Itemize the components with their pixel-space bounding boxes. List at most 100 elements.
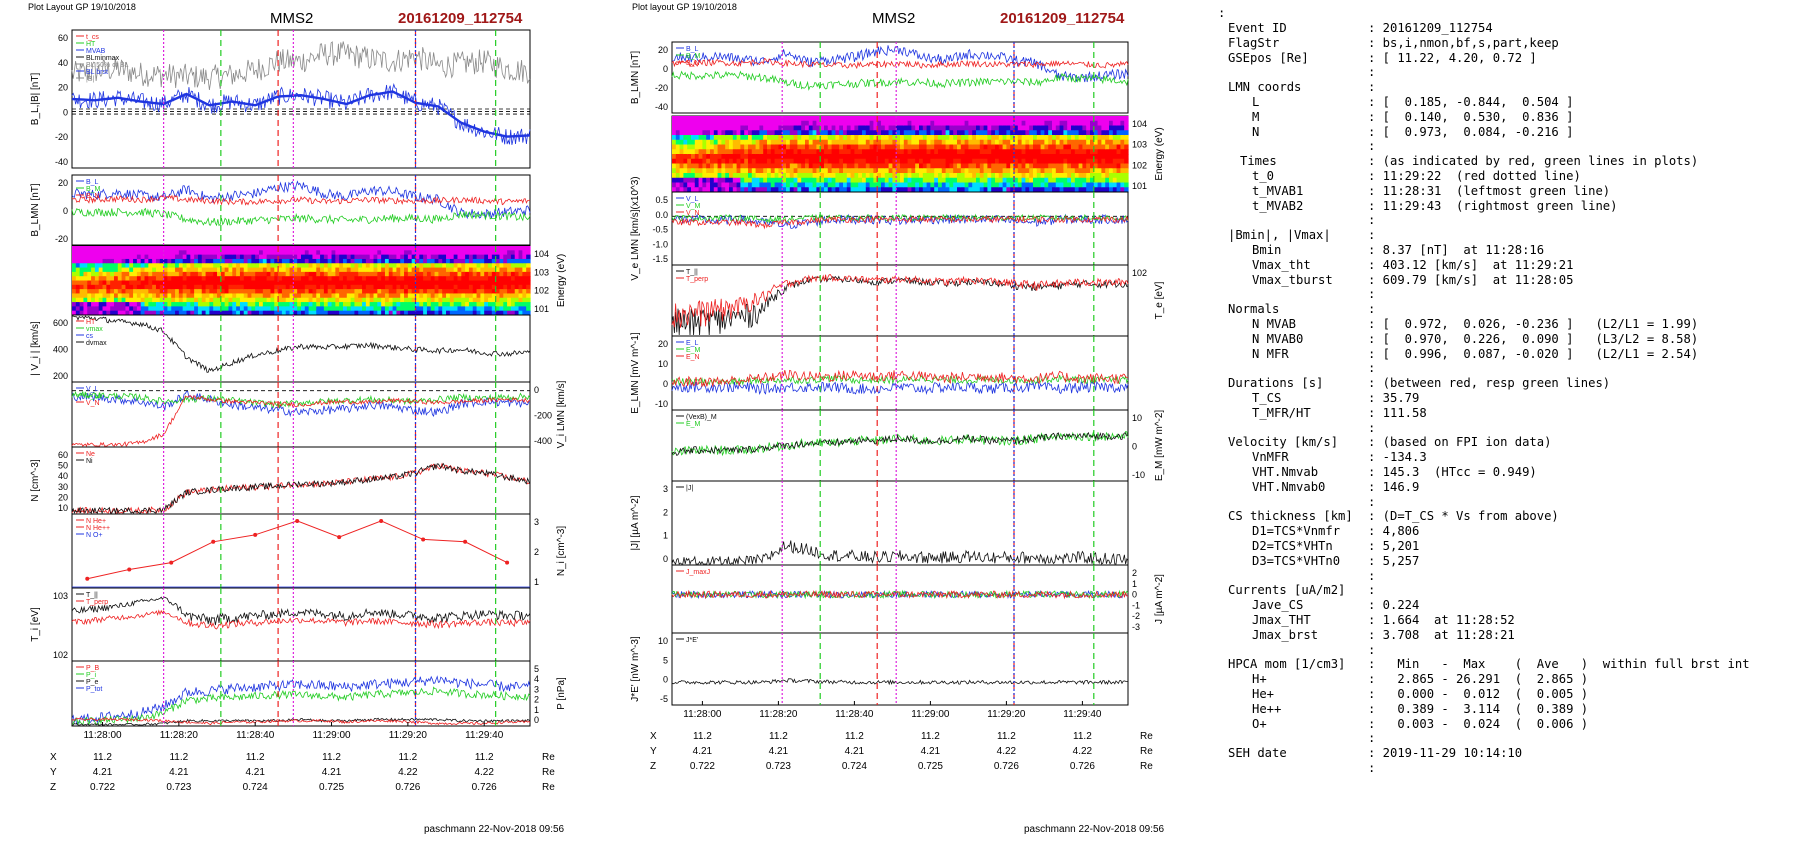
left-spectrogram-cell xyxy=(323,258,329,264)
right-spectrogram-cell xyxy=(751,187,757,193)
right-spectrogram-cell xyxy=(957,158,962,165)
left-spectrogram-cell xyxy=(388,271,394,277)
left-spectrogram-cell xyxy=(186,246,191,251)
right-spectrogram-cell xyxy=(1109,163,1114,169)
right-spectrogram-cell xyxy=(900,187,905,193)
left-spectrogram-cell xyxy=(426,263,432,269)
right-spectrogram-cell xyxy=(945,149,950,155)
right-spectrogram-cell xyxy=(1044,173,1049,179)
info-table-key: D3=TCS*VHTn0 xyxy=(1252,553,1341,568)
left-spectrogram-cell xyxy=(381,297,386,303)
left-spectrogram-cell xyxy=(484,293,489,299)
left-spectrogram-cell xyxy=(98,250,104,256)
right-spectrogram-cell xyxy=(778,149,783,155)
left-spectrogram-cell xyxy=(266,267,272,273)
right-spectrogram-cell xyxy=(729,149,734,155)
left-spectrogram-cell xyxy=(129,306,134,312)
left-xtick-label: 11:28:00 xyxy=(83,730,122,741)
left-spectrogram-cell xyxy=(522,263,527,269)
right-spectrogram-cell xyxy=(820,120,825,127)
left-spectrogram-cell xyxy=(228,250,233,256)
right-series-jm xyxy=(671,589,1129,600)
right-spectrogram-cell xyxy=(1109,144,1114,150)
right-spectrogram-cell xyxy=(1078,187,1083,193)
right-spectrogram-cell xyxy=(1074,139,1080,146)
left-spectrogram-cell xyxy=(480,284,485,290)
right-spectrogram-cell xyxy=(683,120,688,127)
left-spectrogram-cell xyxy=(91,246,96,251)
left-spectrogram-cell xyxy=(186,263,191,269)
right-spectrogram-cell xyxy=(1071,163,1076,169)
right-spectrogram-cell xyxy=(1052,139,1057,146)
left-spectrogram-cell xyxy=(472,302,478,307)
left-spectrogram-cell xyxy=(91,297,96,303)
right-spectrogram-cell xyxy=(1067,139,1072,146)
right-spectrogram-cell xyxy=(713,158,719,165)
left-spectrogram-cell xyxy=(522,267,527,273)
left-spectrogram-cell xyxy=(339,250,344,256)
left-spectrogram-cell xyxy=(362,284,367,290)
left-spectrogram-cell xyxy=(369,263,375,269)
right-spectrogram-cell xyxy=(991,125,996,131)
right-spectrogram-cell xyxy=(1097,173,1102,179)
right-spectrogram-cell xyxy=(934,187,939,193)
left-spectrogram-cell xyxy=(194,297,199,303)
right-spectrogram-cell xyxy=(820,168,825,174)
left-spectrogram-cell xyxy=(159,293,165,299)
right-spectrogram-cell xyxy=(1006,125,1011,131)
left-spectrogram-cell xyxy=(507,263,512,269)
left-spectrogram-cell xyxy=(503,297,508,303)
right-spectrogram-cell xyxy=(850,120,855,127)
right-spectrogram-cell xyxy=(824,177,829,184)
right-spectrogram-cell xyxy=(1105,135,1110,141)
left-spectrogram-cell xyxy=(110,310,115,316)
right-spectrogram-cell xyxy=(778,135,783,141)
left-spectrogram-cell xyxy=(175,276,180,282)
right-spectrogram-cell xyxy=(725,125,730,131)
right-ytick-label: -20 xyxy=(655,83,668,93)
left-spectrogram-cell xyxy=(83,310,88,316)
left-spectrogram-cell xyxy=(407,250,413,256)
right-spectrogram-cell xyxy=(1101,149,1106,155)
right-spectrogram-cell xyxy=(816,120,821,127)
info-table-key: Normals xyxy=(1228,302,1280,317)
right-spectrogram-cell xyxy=(1090,135,1095,141)
right-spectrogram-cell xyxy=(744,116,749,122)
right-spectrogram-cell xyxy=(755,139,760,146)
left-spectrogram-cell xyxy=(152,306,157,312)
left-spectrogram-cell xyxy=(488,271,493,277)
left-spectrogram-cell xyxy=(407,310,413,316)
right-spectrogram-cell xyxy=(850,168,855,174)
right-spectrogram-cell xyxy=(1029,125,1034,131)
right-spectrogram-cell xyxy=(919,120,924,127)
right-spectrogram-cell xyxy=(797,154,802,160)
left-spectrogram-cell xyxy=(365,284,371,290)
right-ylabel: V_e LMN [km/s](x10^3) xyxy=(630,176,641,280)
left-spectrogram-cell xyxy=(312,284,317,290)
left-spectrogram-cell xyxy=(125,297,130,303)
left-spectrogram-cell xyxy=(106,280,111,286)
right-spectrogram-cell xyxy=(1086,130,1091,136)
right-series-t xyxy=(671,275,1129,336)
left-spectrogram-cell xyxy=(312,254,317,260)
right-spectrogram-cell xyxy=(1124,139,1129,146)
left-spectrogram-cell xyxy=(259,263,264,269)
right-spectrogram-cell xyxy=(786,163,791,169)
left-spectrogram-cell xyxy=(312,289,317,295)
left-legend-label: P_tot xyxy=(86,686,102,693)
right-spectrogram-cell xyxy=(740,163,745,169)
left-spectrogram-cell xyxy=(495,258,501,264)
left-spectrogram-cell xyxy=(194,306,199,312)
left-spectrogram-cell xyxy=(323,267,329,273)
left-spectrogram-cell xyxy=(484,263,489,269)
right-spectrogram-cell xyxy=(1055,116,1061,122)
right-spectrogram-cell xyxy=(1044,139,1049,146)
left-spectrogram-cell xyxy=(113,254,119,260)
left-spectrogram-cell xyxy=(331,302,336,307)
left-spectrogram-cell xyxy=(411,302,417,307)
left-spectrogram-cell xyxy=(213,302,218,307)
right-spectrogram-cell xyxy=(827,149,833,155)
left-spectrogram-cell xyxy=(110,250,115,256)
right-spectrogram-cell xyxy=(998,120,1004,127)
left-spectrogram-cell xyxy=(316,289,321,295)
